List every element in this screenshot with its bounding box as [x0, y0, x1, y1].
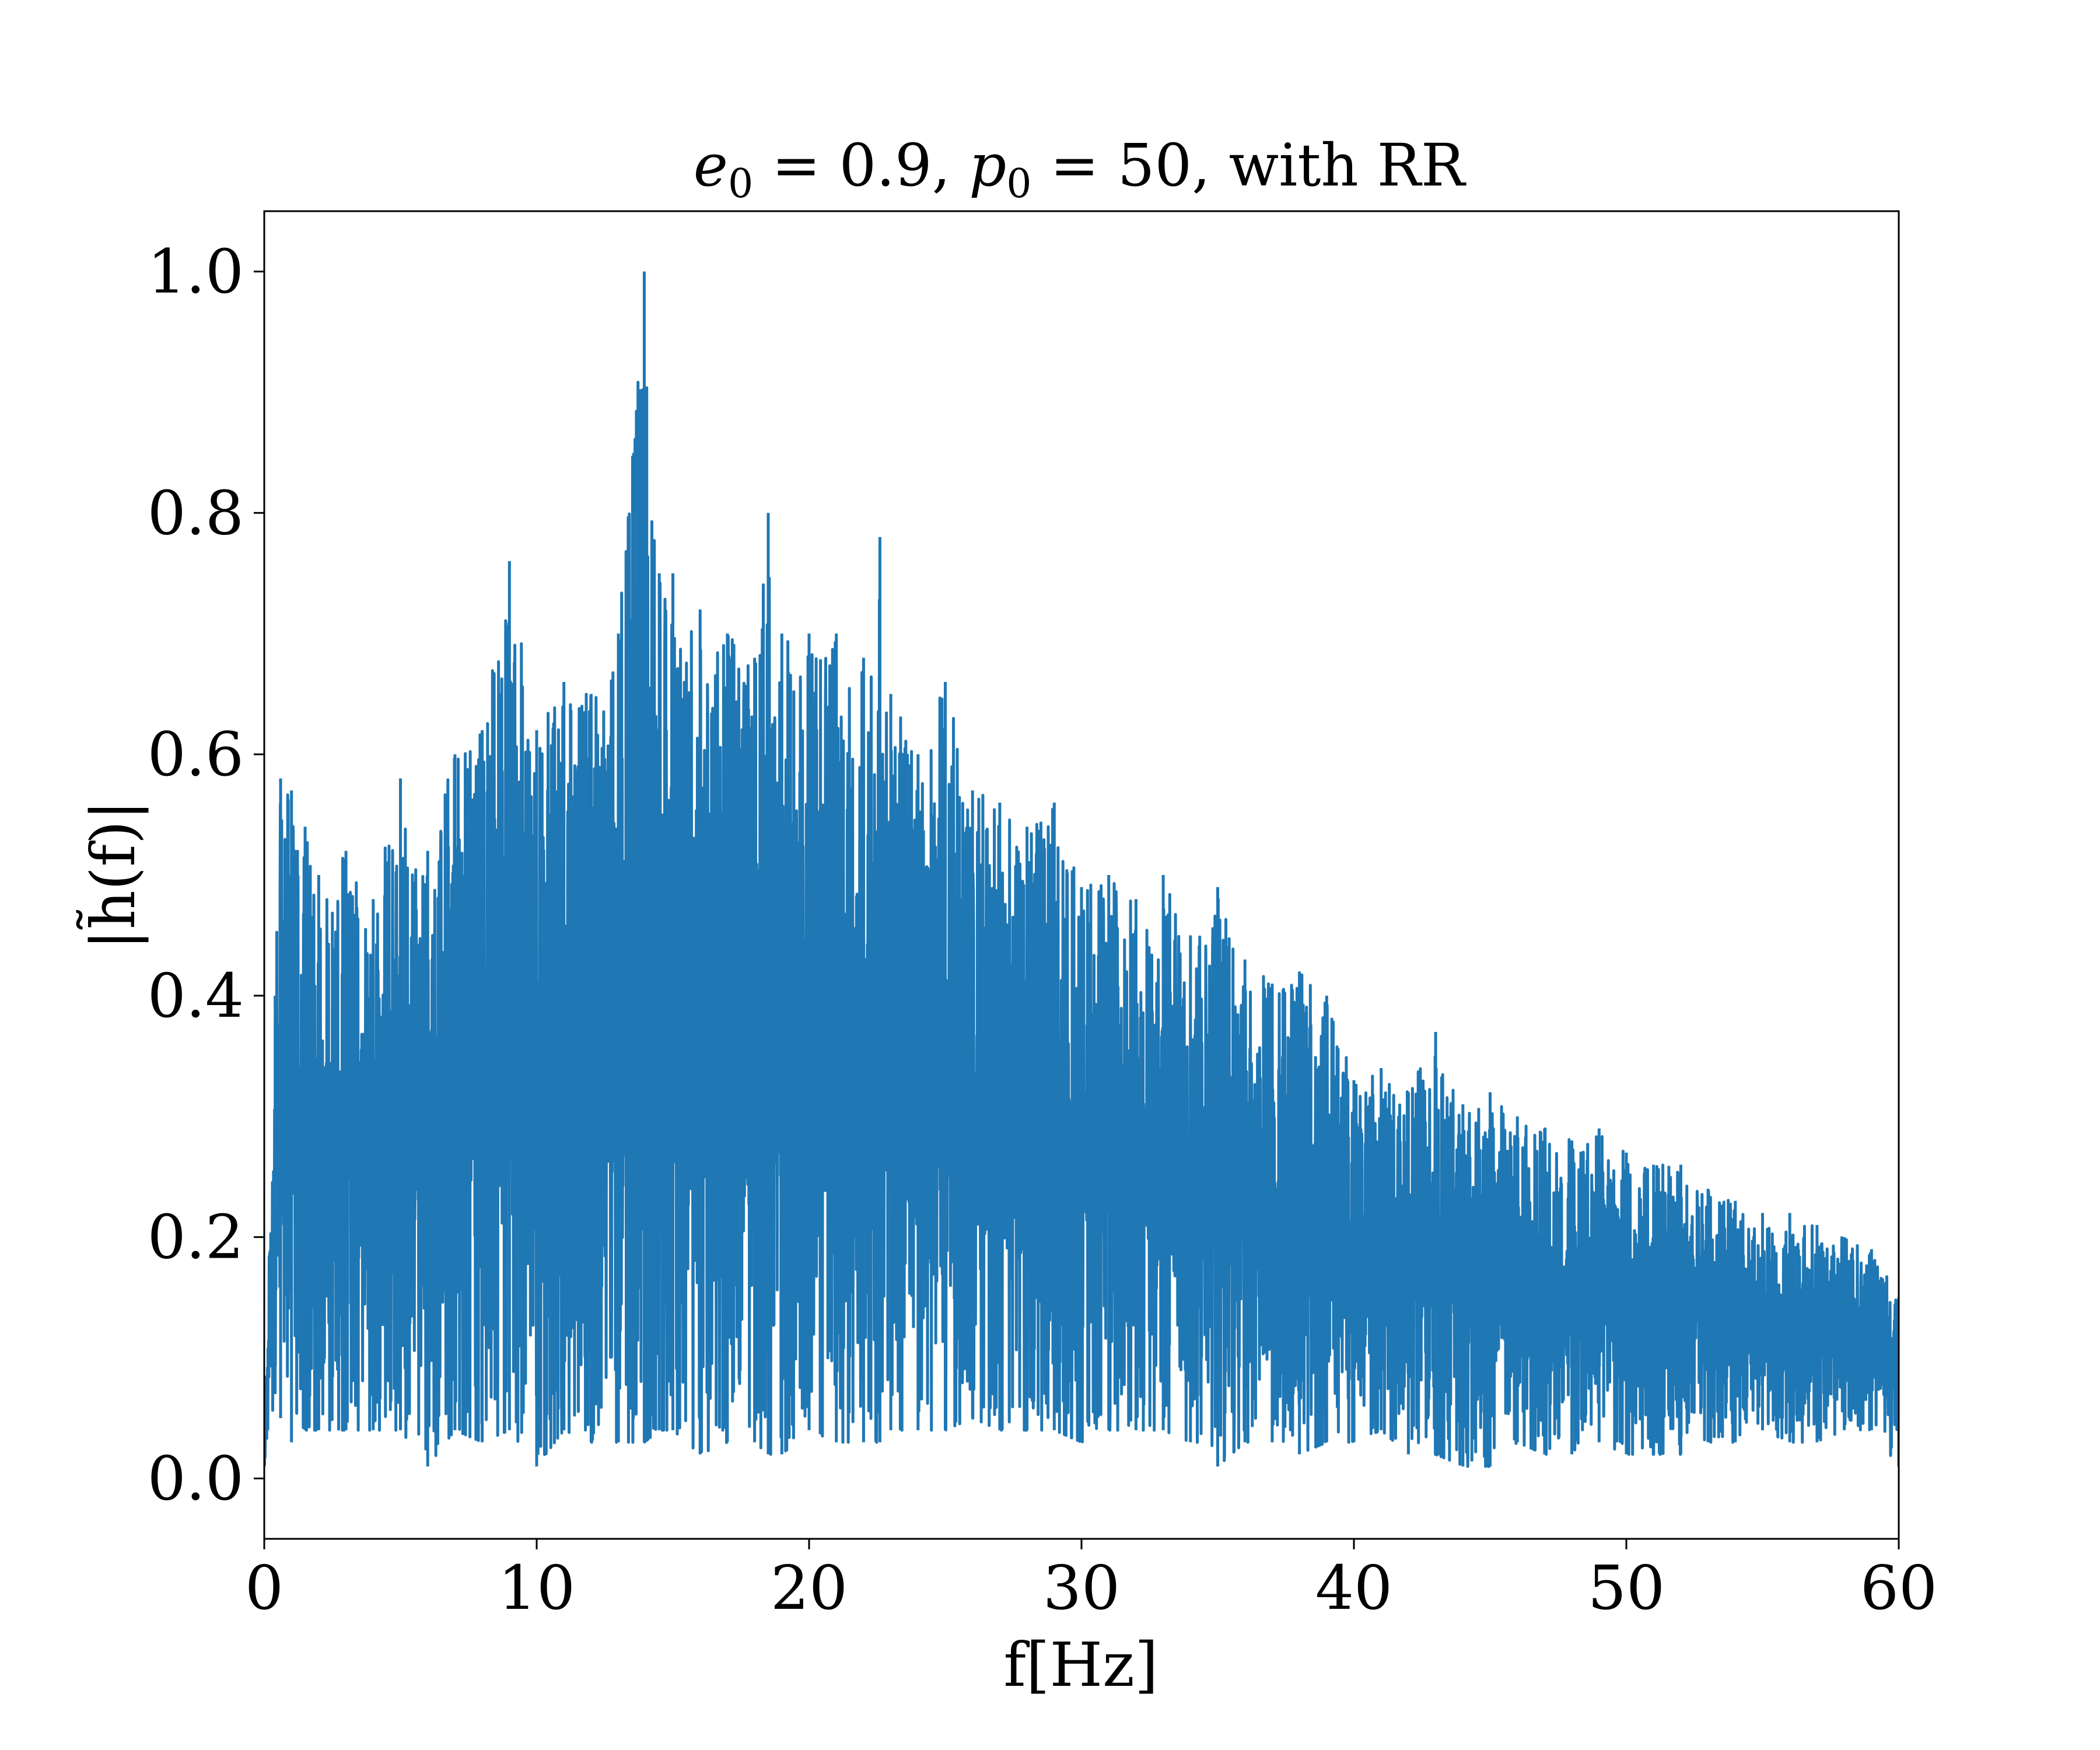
x-tick-label: 10: [498, 1552, 575, 1623]
title-e-value: = 0.9,: [753, 131, 969, 200]
y-axis: 0.0 0.2 0.4 0.6 0.8 1.0: [148, 236, 264, 1514]
x-tick-label: 60: [1860, 1552, 1937, 1623]
y-tick-label: 0.6: [148, 719, 244, 790]
y-tick-label: 0.8: [148, 477, 244, 548]
y-tick-label: 0.4: [148, 960, 244, 1031]
title-p-subscript: 0: [1006, 161, 1031, 207]
x-axis-label: f[Hz]: [1003, 1629, 1158, 1700]
chart-title: e0 = 0.9, p0 = 50, with RR: [694, 131, 1466, 207]
title-e-subscript: 0: [728, 161, 753, 207]
y-tick-label: 0.0: [148, 1443, 244, 1514]
x-tick-label: 0: [245, 1552, 284, 1623]
y-axis-label: |h̃(f)|: [76, 800, 149, 950]
x-tick-label: 30: [1043, 1552, 1120, 1623]
x-tick-label: 20: [771, 1552, 848, 1623]
x-axis: 0 10 20 30 40 50 60: [245, 1539, 1937, 1623]
title-p-symbol: p: [969, 131, 1006, 200]
y-tick-label: 0.2: [148, 1202, 244, 1273]
x-tick-label: 50: [1588, 1552, 1665, 1623]
y-tick-label: 1.0: [148, 236, 244, 307]
series-layer: [264, 271, 1899, 1468]
title-e-symbol: e: [694, 131, 728, 200]
x-tick-label: 40: [1315, 1552, 1392, 1623]
title-p-value: = 50, with RR: [1031, 131, 1466, 200]
